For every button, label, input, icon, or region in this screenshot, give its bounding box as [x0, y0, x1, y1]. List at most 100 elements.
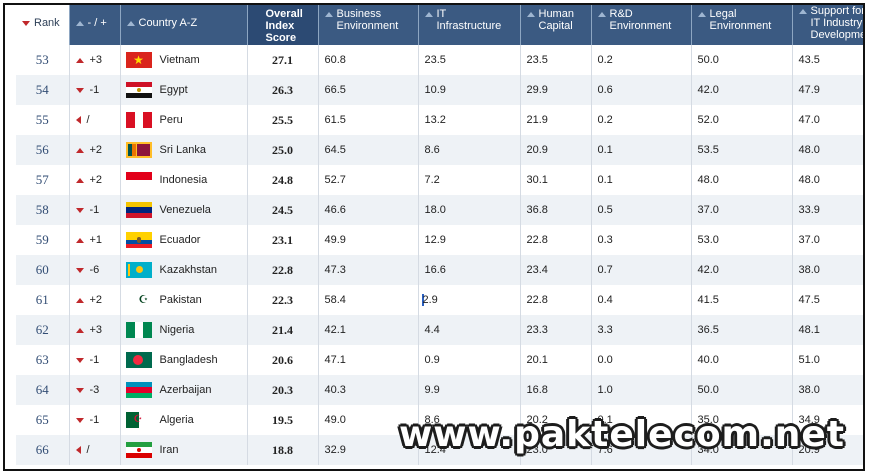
table-row: 63 -1 Bangladesh 20.6 47.1 0.9 20.1 0.0 40.0 51.0	[16, 345, 863, 375]
it-infrastructure-cell: 2.9	[418, 285, 521, 315]
support-it-industry-cell: 47.0	[792, 105, 863, 135]
overall-score-cell: 20.6	[247, 345, 319, 375]
country-name: Peru	[159, 113, 183, 126]
country-cell: Kazakhstan	[120, 255, 248, 285]
country-cell: Peru	[120, 105, 248, 135]
arrow-up-icon	[75, 147, 84, 153]
human-capital-cell: 22.8	[520, 285, 592, 315]
header-legal-environment[interactable]: Legal Environment	[691, 5, 793, 45]
country-name: Ecuador	[159, 233, 201, 246]
overall-score-cell: 27.1	[247, 45, 319, 75]
human-capital-cell: 20.9	[520, 135, 592, 165]
business-environment-cell: 58.4	[318, 285, 419, 315]
rd-environment-cell: 0.2	[591, 105, 692, 135]
legal-environment-cell: 53.5	[691, 135, 793, 165]
human-capital-cell: 21.9	[520, 105, 592, 135]
support-it-industry-cell: 51.0	[792, 345, 863, 375]
change-value: +2	[89, 144, 103, 156]
country-cell: Ecuador	[120, 225, 248, 255]
rank-value: 57	[35, 172, 49, 187]
change-cell: /	[69, 435, 121, 465]
country-cell: Bangladesh	[120, 345, 248, 375]
change-cell: +3	[69, 315, 121, 345]
arrow-down-icon	[75, 267, 84, 273]
rank-cell: 66	[16, 435, 70, 465]
rank-value: 61	[35, 292, 49, 307]
header-rank[interactable]: Rank	[16, 5, 70, 45]
overall-score-cell: 18.8	[247, 435, 319, 465]
it-infrastructure-value: 2.9	[422, 293, 438, 306]
country-name: Pakistan	[159, 293, 202, 306]
it-infrastructure-value: 23.5	[424, 54, 446, 66]
header-overall-score[interactable]: Overall Index Score	[247, 5, 319, 45]
support-it-industry-cell: 38.0	[792, 255, 863, 285]
rank-cell: 57	[16, 165, 70, 195]
support-it-industry-cell: 48.1	[792, 315, 863, 345]
support-it-industry-cell: 34.9	[792, 405, 863, 435]
arrow-down-icon	[75, 357, 84, 363]
it-infrastructure-value: 0.9	[424, 354, 440, 366]
legal-environment-cell: 40.0	[691, 345, 793, 375]
sort-desc-icon	[22, 20, 30, 26]
header-it-infrastructure[interactable]: IT Infrastructure	[418, 5, 521, 45]
overall-score-cell: 23.1	[247, 225, 319, 255]
it-infrastructure-cell: 12.9	[418, 225, 521, 255]
legal-environment-cell: 37.0	[691, 195, 793, 225]
header-business-environment[interactable]: Business Environment	[318, 5, 419, 45]
it-infrastructure-cell: 7.2	[418, 165, 521, 195]
sort-asc-icon	[697, 12, 706, 17]
header-human-capital[interactable]: Human Capital	[520, 5, 592, 45]
rank-value: 58	[35, 202, 49, 217]
rank-cell: 55	[16, 105, 70, 135]
indonesia-flag-icon	[125, 172, 152, 188]
header-label: Overall Index Score	[265, 8, 303, 44]
rank-cell: 62	[16, 315, 70, 345]
rank-value: 56	[35, 142, 49, 157]
header-row: Rank - / + Country A-Z Overall Index Sco…	[16, 5, 863, 45]
header-country[interactable]: Country A-Z	[120, 5, 248, 45]
rd-environment-cell: 0.1	[591, 135, 692, 165]
rd-environment-cell: 7.6	[591, 435, 692, 465]
arrow-down-icon	[75, 87, 84, 93]
header-label: Country A-Z	[138, 17, 198, 29]
rank-value: 65	[35, 412, 49, 427]
business-environment-cell: 32.9	[318, 435, 419, 465]
arrow-up-icon	[75, 297, 84, 303]
overall-score-cell: 26.3	[247, 75, 319, 105]
human-capital-cell: 20.2	[520, 405, 592, 435]
human-capital-cell: 36.8	[520, 195, 592, 225]
algeria-flag-icon: ☪	[125, 412, 152, 428]
country-name: Bangladesh	[159, 353, 218, 366]
rank-cell: 61	[16, 285, 70, 315]
header-change[interactable]: - / +	[69, 5, 121, 45]
support-it-industry-cell: 48.0	[792, 135, 863, 165]
header-rd-environment[interactable]: R&D Environment	[591, 5, 692, 45]
rd-environment-cell: 1.0	[591, 375, 692, 405]
arrow-down-icon	[75, 207, 84, 213]
human-capital-cell: 23.5	[520, 45, 592, 75]
table-row: 59 +1 Ecuador 23.1 49.9 12.9 22.8 0.3 53.0 37.0	[16, 225, 863, 255]
kazakhstan-flag-icon	[125, 262, 152, 278]
it-infrastructure-value: 10.9	[424, 84, 446, 96]
rd-environment-cell: 0.5	[591, 195, 692, 225]
rank-value: 60	[35, 262, 49, 277]
overall-score-cell: 24.5	[247, 195, 319, 225]
business-environment-cell: 61.5	[318, 105, 419, 135]
overall-score-cell: 24.8	[247, 165, 319, 195]
it-infrastructure-cell: 12.4	[418, 435, 521, 465]
business-environment-cell: 60.8	[318, 45, 419, 75]
country-cell: Venezuela	[120, 195, 248, 225]
it-infrastructure-value: 12.4	[424, 444, 446, 456]
human-capital-cell: 30.1	[520, 165, 592, 195]
nigeria-flag-icon	[125, 322, 152, 338]
header-support-it-industry[interactable]: Support for IT Industry Development	[792, 5, 863, 45]
country-name: Egypt	[159, 83, 188, 96]
business-environment-cell: 52.7	[318, 165, 419, 195]
change-value: -6	[89, 264, 100, 276]
rd-environment-cell: 0.2	[591, 45, 692, 75]
sort-asc-icon	[597, 12, 606, 17]
sort-asc-icon	[126, 20, 135, 26]
country-cell: ★ Vietnam	[120, 45, 248, 75]
human-capital-cell: 23.0	[520, 435, 592, 465]
human-capital-cell: 16.8	[520, 375, 592, 405]
